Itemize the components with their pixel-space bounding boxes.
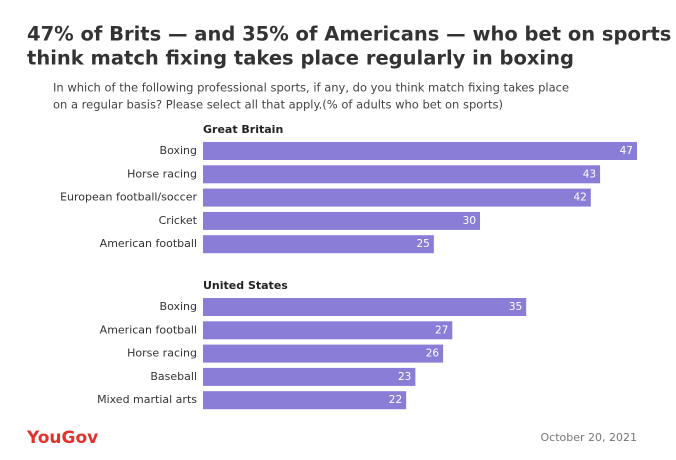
category-label: American football	[100, 323, 197, 336]
category-label: American football	[100, 237, 197, 250]
subtitle-line-1: In which of the following professional s…	[53, 81, 569, 95]
subtitle-line-2: on a regular basis? Please select all th…	[53, 98, 503, 112]
value-label: 22	[389, 394, 402, 406]
category-label: Mixed martial arts	[97, 393, 197, 406]
brand: YouGov	[26, 428, 98, 448]
category-label: Boxing	[160, 300, 197, 313]
panel-title: Great Britain	[203, 123, 283, 136]
bar	[203, 391, 407, 410]
value-label: 23	[398, 371, 411, 383]
category-label: Horse racing	[127, 167, 197, 180]
title-line-2: think match fixing takes place regularly…	[27, 47, 574, 70]
bar	[203, 142, 637, 160]
bar	[203, 321, 453, 340]
title-line-1: 47% of Brits — and 35% of Americans — wh…	[27, 23, 671, 46]
category-label: Horse racing	[127, 347, 197, 360]
bar	[203, 235, 434, 254]
category-label: Baseball	[150, 370, 197, 383]
value-label: 35	[509, 301, 522, 313]
category-label: Cricket	[159, 214, 198, 227]
bar	[203, 298, 527, 316]
value-label: 27	[435, 324, 448, 336]
panel-title: United States	[203, 279, 288, 292]
bar	[203, 188, 591, 207]
value-label: 30	[463, 215, 476, 227]
bar	[203, 211, 481, 230]
bar	[203, 367, 416, 386]
value-label: 26	[426, 348, 440, 360]
date: October 20, 2021	[540, 431, 637, 444]
value-label: 43	[583, 168, 596, 180]
category-label: European football/soccer	[60, 191, 197, 204]
value-label: 42	[573, 192, 586, 204]
value-label: 47	[620, 145, 633, 157]
bar	[203, 165, 601, 184]
category-label: Boxing	[160, 144, 197, 157]
value-label: 25	[416, 238, 429, 250]
bar	[203, 344, 444, 363]
